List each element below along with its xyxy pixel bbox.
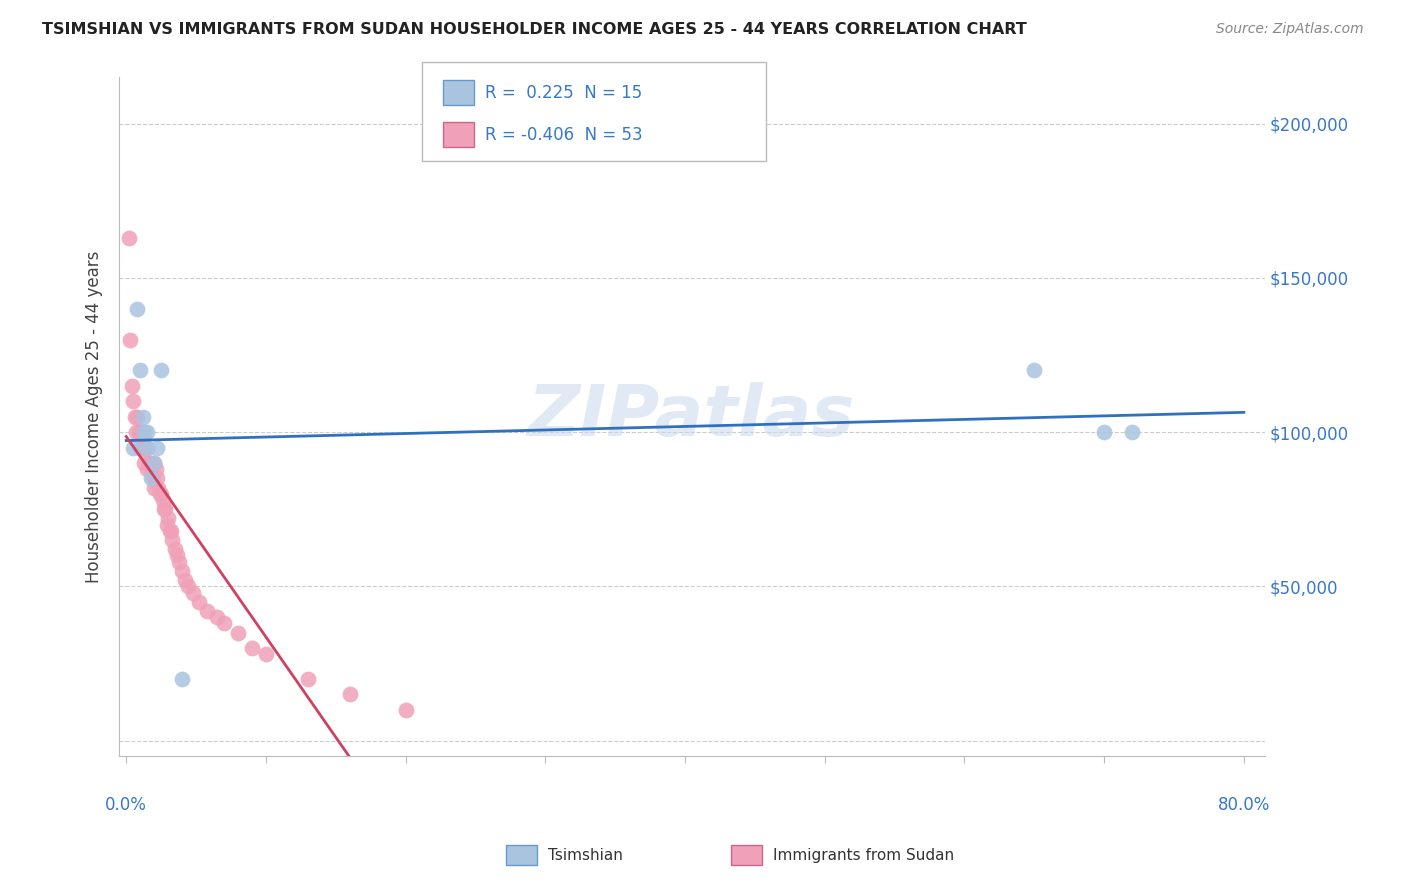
Point [195,604,218,618]
Point [157,511,180,525]
Point [181,585,204,599]
Point [143,456,166,470]
Point [160,524,183,538]
Point [187,595,209,609]
Point [127,409,149,424]
Point [172,672,194,686]
Text: 80.0%: 80.0% [1218,796,1270,814]
Point [142,471,165,485]
Point [1024,363,1046,377]
Point [136,441,159,455]
Point [145,462,167,476]
Point [134,425,156,439]
Point [166,549,188,563]
Point [146,471,169,485]
Point [143,456,166,470]
Point [136,441,159,455]
Point [138,456,160,470]
Point [150,363,173,377]
Point [240,640,263,655]
Point [143,481,166,495]
Point [118,231,141,245]
Point [205,610,228,624]
Point [152,493,174,508]
Point [395,703,418,717]
Point [174,573,197,587]
Point [212,616,235,631]
Text: ZIPatlas: ZIPatlas [529,382,856,451]
Point [136,425,159,439]
Point [172,564,194,578]
Point [122,394,145,409]
Point [226,625,249,640]
Text: 0.0%: 0.0% [105,796,148,814]
Text: TSIMSHIAN VS IMMIGRANTS FROM SUDAN HOUSEHOLDER INCOME AGES 25 - 44 YEARS CORRELA: TSIMSHIAN VS IMMIGRANTS FROM SUDAN HOUSE… [42,22,1026,37]
Point [149,487,172,501]
Point [121,379,143,393]
Point [122,441,145,455]
Point [1092,425,1115,439]
Point [129,425,152,439]
Point [129,441,152,455]
Point [141,462,163,476]
Text: Tsimshian: Tsimshian [548,847,623,863]
Point [132,441,155,455]
Point [155,502,177,516]
Point [177,579,200,593]
Point [134,456,156,470]
Point [136,462,159,476]
Y-axis label: Householder Income Ages 25 - 44 years: Householder Income Ages 25 - 44 years [86,251,103,582]
Point [153,502,176,516]
Point [148,481,170,495]
Point [134,425,156,439]
Point [146,441,169,455]
Point [159,524,181,538]
Text: Immigrants from Sudan: Immigrants from Sudan [773,847,955,863]
Point [162,533,184,547]
Text: R = -0.406  N = 53: R = -0.406 N = 53 [485,126,643,144]
Text: R =  0.225  N = 15: R = 0.225 N = 15 [485,84,643,102]
Point [1121,425,1143,439]
Point [120,333,142,347]
Point [124,409,146,424]
Point [165,542,187,557]
Point [127,301,149,316]
Point [169,555,191,569]
Point [141,471,163,485]
Point [128,425,150,439]
Point [156,517,179,532]
Point [139,456,162,470]
Point [132,409,155,424]
Point [339,687,361,701]
Point [129,363,152,377]
Text: Source: ZipAtlas.com: Source: ZipAtlas.com [1216,22,1364,37]
Point [131,425,153,439]
Point [254,647,277,661]
Point [135,441,157,455]
Point [125,425,148,439]
Point [150,487,173,501]
Point [297,672,319,686]
